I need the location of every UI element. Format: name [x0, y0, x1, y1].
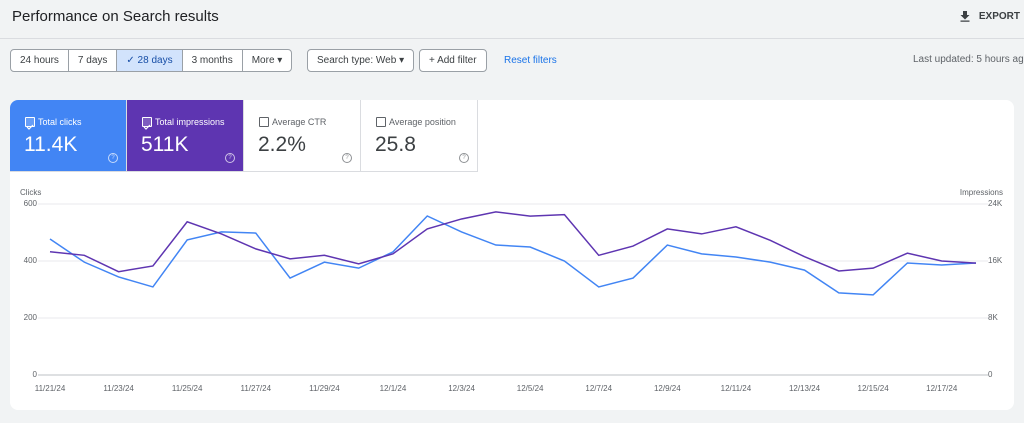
y-tick-label: 200: [24, 313, 38, 322]
series-line: [49, 215, 977, 296]
y2-tick-label: 24K: [988, 199, 1003, 208]
checkbox: [25, 117, 35, 130]
last-updated: Last updated: 5 hours ago: [913, 54, 1024, 65]
x-tick-label: 12/9/24: [654, 384, 681, 393]
y2-tick-label: 8K: [988, 313, 998, 322]
search-type-label: Search type: Web: [317, 55, 397, 66]
x-tick-label: 12/13/24: [789, 384, 821, 393]
add-filter-label: Add filter: [437, 55, 477, 66]
divider: [0, 38, 1024, 39]
download-icon: [960, 11, 970, 22]
metric-tile[interactable]: Total clicks 11.4K?: [10, 100, 127, 172]
performance-card: Total clicks 11.4K? Total impressions 511K?…: [10, 100, 1014, 410]
metric-value: 2.2%: [258, 133, 306, 156]
checkbox: [142, 117, 152, 130]
date-range-option[interactable]: 24 hours: [11, 50, 69, 71]
date-range-option[interactable]: ✓ 28 days: [117, 50, 183, 71]
metric-label: Average CTR: [272, 117, 327, 127]
search-type-button[interactable]: Search type: Web ▾: [307, 49, 415, 72]
metric-value: 11.4K: [24, 133, 78, 156]
date-range-option[interactable]: More ▾: [251, 55, 283, 66]
add-filter-button[interactable]: + Add filter: [419, 49, 487, 72]
checkbox: [259, 117, 269, 127]
metric-label: Average position: [389, 117, 456, 127]
reset-filters[interactable]: Reset filters: [504, 55, 557, 66]
x-tick-label: 12/5/24: [517, 384, 544, 393]
help-icon: ?: [225, 153, 235, 163]
metric-value: 511K: [141, 133, 189, 156]
x-tick-label: 12/17/24: [926, 384, 958, 393]
x-tick-label: 11/27/24: [241, 384, 272, 393]
x-tick-label: 12/11/24: [721, 384, 752, 393]
x-tick-label: 11/21/24: [35, 384, 66, 393]
check-icon: [143, 124, 151, 130]
y-tick-label: 400: [24, 256, 38, 265]
metric-value: 25.8: [375, 133, 416, 156]
date-range-option[interactable]: 7 days: [69, 50, 118, 71]
x-tick-label: 11/25/24: [172, 384, 203, 393]
metric-tile[interactable]: Total impressions 511K?: [127, 100, 244, 172]
export-label: EXPORT: [978, 10, 1020, 22]
metric-label: Total clicks: [38, 117, 82, 127]
date-range-option[interactable]: 3 months: [183, 50, 243, 71]
metric-tile[interactable]: Average CTR 2.2%?: [244, 100, 361, 172]
x-tick-label: 12/3/24: [448, 384, 475, 393]
x-tick-label: 11/29/24: [309, 384, 340, 393]
chart: 0 200 400 600 0 8K 16K 24K Clicks Impressions 11/2…: [20, 188, 1003, 393]
metric-label: Total impressions: [155, 117, 225, 127]
help-icon: ?: [342, 153, 352, 163]
y-tick-label: 0: [33, 370, 38, 379]
x-tick-label: 11/23/24: [103, 384, 134, 393]
y-tick-label: 600: [24, 199, 38, 208]
x-tick-label: 12/7/24: [585, 384, 612, 393]
date-range-selector: 24 hours 7 days ✓ 28 days 3 months More ▾: [10, 49, 293, 72]
export-button[interactable]: EXPORT: [959, 10, 1020, 22]
y2-axis-label: Impressions: [960, 188, 1003, 197]
x-tick-label: 12/1/24: [380, 384, 407, 393]
check-icon: [26, 124, 34, 130]
metric-tile[interactable]: Average position 25.8?: [361, 100, 478, 172]
help-icon: ?: [459, 153, 469, 163]
x-tick-label: 12/15/24: [858, 384, 890, 393]
y2-tick-label: 16K: [988, 256, 1003, 265]
series-line: [49, 211, 977, 273]
y2-tick-label: 0: [988, 370, 993, 379]
page-title: Performance on Search results: [12, 8, 219, 25]
checkbox: [376, 117, 386, 127]
y-axis-label: Clicks: [20, 188, 41, 197]
help-icon: ?: [108, 153, 118, 163]
